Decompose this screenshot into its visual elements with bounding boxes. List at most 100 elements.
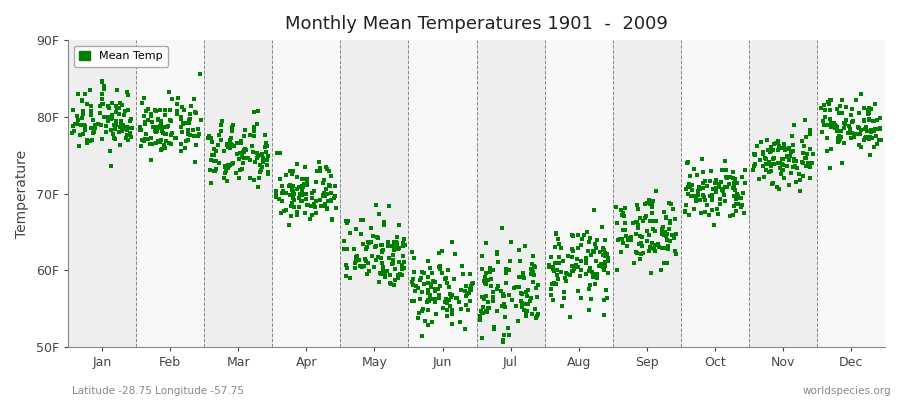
Point (649, 188, 663, 194)
Point (634, 251, 648, 257)
Point (140, 136, 155, 142)
Point (110, 87, 124, 93)
Point (526, 279, 541, 285)
Point (218, 170, 232, 176)
Point (854, 91, 868, 97)
Point (496, 292, 510, 299)
Point (624, 233, 638, 240)
Point (230, 150, 245, 157)
Point (286, 183, 301, 189)
Point (438, 275, 453, 281)
Point (499, 280, 513, 286)
Point (446, 310, 460, 317)
Point (617, 226, 632, 233)
Point (405, 278, 419, 285)
Point (378, 274, 392, 280)
Point (441, 284, 455, 290)
Point (527, 272, 542, 278)
Point (734, 194, 748, 201)
Point (818, 107, 832, 114)
Point (258, 140, 273, 146)
Point (777, 144, 791, 151)
Point (616, 210, 630, 216)
Point (317, 202, 331, 209)
Point (355, 264, 369, 270)
Point (322, 182, 337, 189)
Point (747, 163, 761, 169)
Point (852, 130, 867, 137)
Point (785, 133, 799, 139)
Point (660, 231, 674, 237)
Point (586, 271, 600, 277)
Point (220, 164, 235, 171)
Point (702, 212, 716, 219)
Point (645, 198, 660, 204)
Point (165, 96, 179, 103)
Point (279, 207, 293, 214)
Point (414, 275, 428, 282)
Point (135, 100, 149, 106)
Point (685, 182, 699, 189)
Point (830, 127, 844, 134)
Point (756, 151, 770, 158)
Point (481, 277, 495, 283)
Point (320, 198, 335, 204)
Point (496, 338, 510, 345)
Point (179, 120, 194, 126)
Point (246, 149, 260, 155)
Point (473, 313, 488, 319)
Point (766, 180, 780, 186)
Point (789, 165, 804, 171)
Point (209, 158, 223, 164)
Point (405, 276, 419, 282)
Point (579, 270, 593, 277)
Point (656, 232, 670, 238)
Point (312, 159, 327, 165)
Point (374, 249, 389, 256)
Point (237, 133, 251, 139)
Point (397, 265, 411, 271)
Point (817, 102, 832, 108)
Point (91, 121, 105, 128)
Point (756, 149, 770, 155)
Point (516, 270, 530, 276)
Bar (749, 40, 817, 347)
Point (836, 120, 850, 126)
Point (630, 218, 644, 225)
Point (80, 137, 94, 144)
Point (134, 143, 148, 150)
Point (722, 180, 736, 187)
Point (109, 122, 123, 128)
Point (862, 152, 877, 158)
Point (686, 192, 700, 199)
Point (376, 221, 391, 228)
Point (367, 244, 382, 250)
Point (314, 203, 328, 209)
Point (159, 123, 174, 130)
Point (144, 111, 158, 118)
Point (662, 218, 677, 224)
Point (194, 71, 208, 77)
Point (567, 266, 581, 272)
Point (786, 164, 800, 170)
Point (759, 156, 773, 162)
Point (443, 291, 457, 298)
Point (548, 230, 562, 236)
Point (286, 168, 301, 174)
Point (312, 197, 327, 203)
Point (231, 175, 246, 181)
Point (658, 229, 672, 236)
Point (712, 184, 726, 190)
Point (491, 282, 506, 289)
Point (657, 245, 671, 251)
Point (378, 270, 392, 277)
Point (799, 151, 814, 157)
Point (424, 296, 438, 302)
Point (120, 127, 134, 133)
Point (183, 111, 197, 117)
Point (645, 202, 660, 208)
Point (163, 117, 177, 123)
Point (734, 202, 749, 208)
Point (138, 136, 152, 142)
Point (410, 283, 424, 290)
